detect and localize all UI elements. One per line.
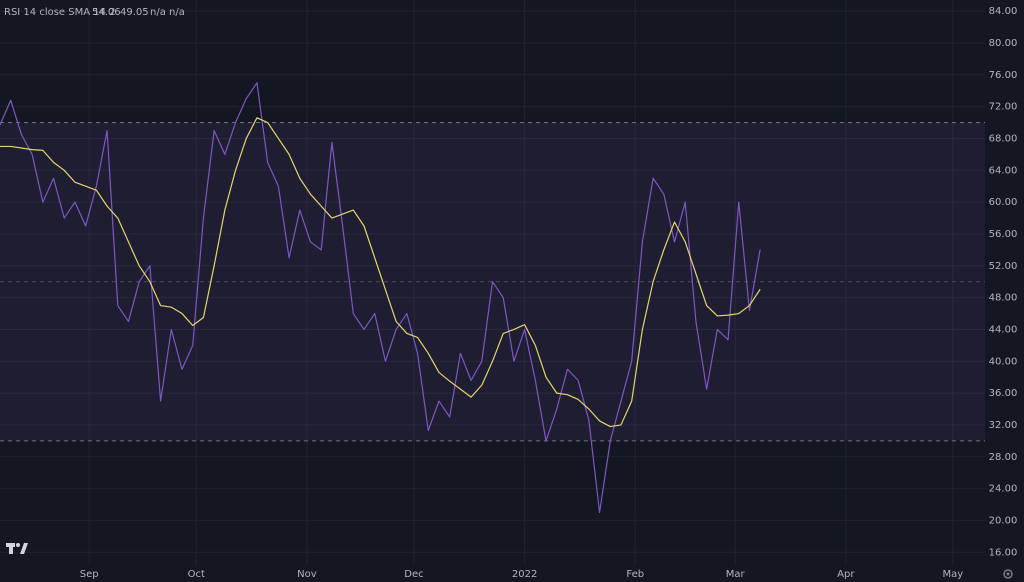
x-tick-label: Dec (404, 569, 423, 580)
indicator-title: RSI 14 close SMA 14 2 (4, 7, 116, 18)
y-tick-label: 48.00 (989, 293, 1018, 304)
y-tick-label: 72.00 (989, 102, 1018, 113)
y-tick-label: 52.00 (989, 261, 1018, 272)
status-text: n/a n/a (150, 7, 185, 18)
price-axis (985, 0, 1024, 582)
x-tick-label: Feb (626, 569, 644, 580)
x-tick-label: Sep (80, 569, 99, 580)
y-tick-label: 16.00 (989, 547, 1018, 558)
rsi-last-value: 54.06 (92, 7, 121, 18)
series-line (0, 117, 761, 428)
y-tick-label: 24.00 (989, 484, 1018, 495)
x-tick-label: 2022 (512, 569, 537, 580)
y-tick-label: 64.00 (989, 165, 1018, 176)
y-tick-label: 36.00 (989, 388, 1018, 399)
y-tick-label: 32.00 (989, 420, 1018, 431)
x-tick-label: Mar (726, 569, 746, 580)
x-tick-label: Nov (297, 569, 317, 580)
y-tick-label: 20.00 (989, 515, 1018, 526)
y-tick-label: 40.00 (989, 356, 1018, 367)
x-tick-label: May (943, 569, 964, 580)
tradingview-logo (6, 543, 28, 554)
grid (0, 0, 985, 565)
y-tick-label: 56.00 (989, 229, 1018, 240)
sma-last-value: 49.05 (120, 7, 149, 18)
y-tick-label: 68.00 (989, 133, 1018, 144)
time-axis (0, 565, 1024, 582)
y-tick-label: 84.00 (989, 6, 1018, 17)
x-tick-label: Oct (188, 569, 205, 580)
lines (0, 82, 761, 514)
y-tick-label: 76.00 (989, 70, 1018, 81)
y-tick-label: 28.00 (989, 452, 1018, 463)
y-tick-label: 60.00 (989, 197, 1018, 208)
settings-icon[interactable] (1003, 569, 1013, 579)
y-tick-label: 80.00 (989, 38, 1018, 49)
x-tick-label: Apr (837, 569, 855, 580)
y-tick-label: 44.00 (989, 324, 1018, 335)
series-line (0, 82, 761, 514)
